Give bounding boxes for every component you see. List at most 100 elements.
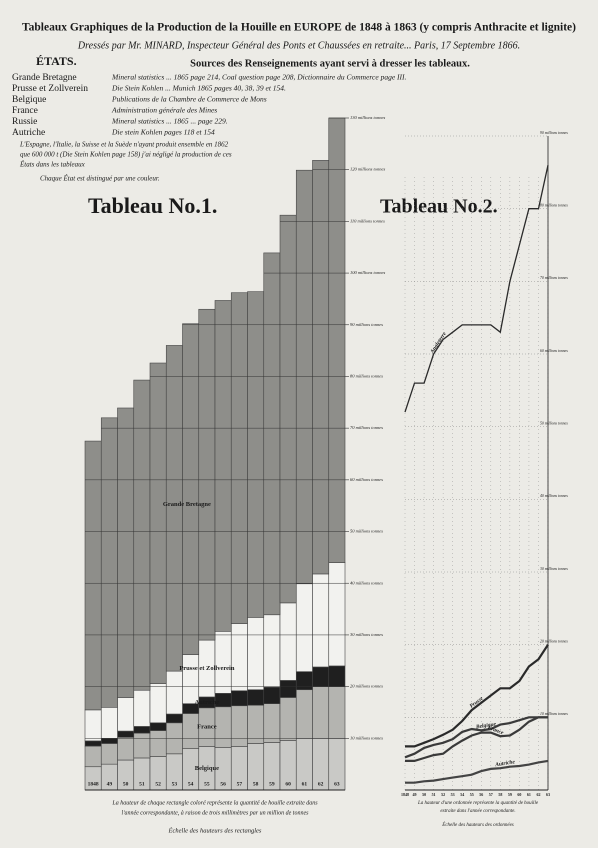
y-tick-label: 10 millions tonnes — [540, 712, 568, 716]
bar-segment — [312, 686, 330, 739]
chart-note: l'année correspondante, à raison de troi… — [122, 810, 310, 816]
bar-segment — [279, 602, 297, 681]
x-tick-label: 62 — [318, 781, 324, 787]
x-tick-label: 58 — [253, 781, 259, 787]
y-tick-label: 20 millions tonnes — [350, 684, 383, 689]
x-tick-label: 55 — [470, 792, 474, 797]
bar-segment — [312, 666, 330, 687]
note: que 600 000 t (Die Stein Kohlen page 158… — [20, 151, 232, 159]
series-label: France — [197, 724, 217, 731]
bar-segment — [328, 686, 346, 739]
bar-segment — [100, 417, 118, 708]
x-tick-label: 1848 — [88, 781, 99, 787]
y-tick-label: 60 millions tonnes — [350, 477, 383, 482]
bar-segment — [230, 690, 248, 707]
chart-note: La hauteur de chaque rectangle coloré re… — [111, 800, 318, 806]
bar-segment — [247, 617, 265, 691]
x-tick-label: 55 — [204, 781, 210, 787]
state-name: Prusse et Zollverein — [12, 84, 88, 94]
bar-segment — [165, 713, 183, 724]
bar-segment — [100, 743, 118, 765]
x-tick-label: 54 — [460, 792, 464, 797]
x-tick-label: 51 — [139, 781, 145, 787]
bar-segment — [100, 706, 118, 739]
y-tick-label: 40 millions tonnes — [350, 580, 383, 585]
series-label: Grande Bretagne — [163, 501, 211, 508]
y-tick-label: 130 millions tonnes — [350, 115, 385, 120]
series-label: Autriche — [195, 699, 220, 706]
bar-segment — [84, 709, 102, 742]
bar-segment — [84, 745, 102, 768]
source-text: Publications de la Chambre de Commerce d… — [111, 95, 267, 104]
bar-segment — [214, 631, 232, 694]
source-text: Die Stein Kohlen ... Munich 1865 pages 4… — [111, 84, 286, 93]
bar-segment — [214, 706, 232, 748]
y-tick-label: 70 millions tonnes — [350, 425, 383, 430]
bar-segment — [263, 703, 281, 743]
x-tick-label: 49 — [413, 792, 417, 797]
bar-segment — [182, 323, 200, 655]
x-tick-label: 57 — [489, 792, 493, 797]
chart-note: Échelle des hauteurs des rectangles — [168, 826, 262, 834]
y-tick-label: 30 millions tonnes — [540, 567, 568, 571]
bar-segment — [312, 573, 330, 668]
bar-segment — [84, 740, 102, 747]
bar-segment — [295, 671, 313, 691]
x-tick-label: 49 — [107, 781, 113, 787]
y-tick-label: 100 millions tonnes — [350, 270, 385, 275]
y-tick-label: 40 millions tonnes — [540, 494, 568, 498]
chart-title: Tableau No.2. — [380, 196, 498, 218]
bar-segment — [328, 117, 346, 563]
series-line — [405, 759, 549, 784]
bar-segment — [279, 680, 297, 698]
states-heading: ÉTATS. — [36, 54, 77, 68]
y-tick-label: 80 millions tonnes — [540, 204, 568, 208]
x-tick-label: 52 — [441, 792, 445, 797]
x-tick-label: 50 — [123, 781, 129, 787]
y-tick-label: 10 millions tonnes — [350, 735, 383, 740]
x-tick-label: 59 — [508, 792, 512, 797]
x-tick-label: 54 — [188, 781, 194, 787]
state-name: Belgique — [12, 95, 46, 105]
bar-segment — [165, 670, 183, 715]
y-tick-label: 90 millions tonnes — [540, 131, 568, 135]
bar-segment — [247, 291, 265, 618]
series-line — [404, 164, 549, 413]
source-text: Die stein Kohlen pages 118 et 154 — [111, 128, 215, 137]
series-line — [405, 644, 549, 748]
state-name: Russie — [12, 117, 37, 127]
x-tick-label: 63 — [334, 781, 340, 787]
x-tick-label: 61 — [302, 781, 308, 787]
bar-segment — [84, 440, 102, 711]
bar-segment — [295, 169, 313, 585]
x-tick-label: 57 — [237, 781, 243, 787]
series-label: Belgique — [475, 721, 497, 730]
x-tick-label: 1848 — [401, 792, 409, 797]
x-tick-label: 56 — [220, 781, 226, 787]
bar-segment — [117, 736, 135, 761]
bar-segment — [247, 689, 265, 706]
bar-segment — [117, 730, 135, 738]
sources-heading: Sources des Renseignements ayant servi à… — [190, 58, 470, 69]
x-tick-label: 53 — [451, 792, 455, 797]
x-tick-label: 56 — [479, 792, 483, 797]
bar-segment — [247, 704, 265, 744]
bar-segment — [279, 214, 297, 604]
y-tick-label: 70 millions tonnes — [540, 276, 568, 280]
chart-title: Tableau No.1. — [88, 193, 217, 218]
bar-segment — [295, 583, 313, 672]
x-tick-label: 60 — [285, 781, 291, 787]
x-tick-label: 62 — [536, 792, 540, 797]
bar-segment — [149, 722, 167, 731]
bar-segment — [279, 697, 297, 741]
y-tick-label: 60 millions tonnes — [540, 349, 568, 353]
series-line — [404, 716, 548, 759]
bar-segment — [149, 730, 167, 757]
note: Chaque État est distingué par une couleu… — [40, 175, 160, 183]
bar-segment — [230, 705, 248, 747]
bar-segment — [214, 300, 232, 632]
state-name: Grande Bretagne — [12, 73, 77, 83]
y-tick-label: 110 millions tonnes — [350, 218, 385, 223]
bar-segment — [149, 683, 167, 724]
